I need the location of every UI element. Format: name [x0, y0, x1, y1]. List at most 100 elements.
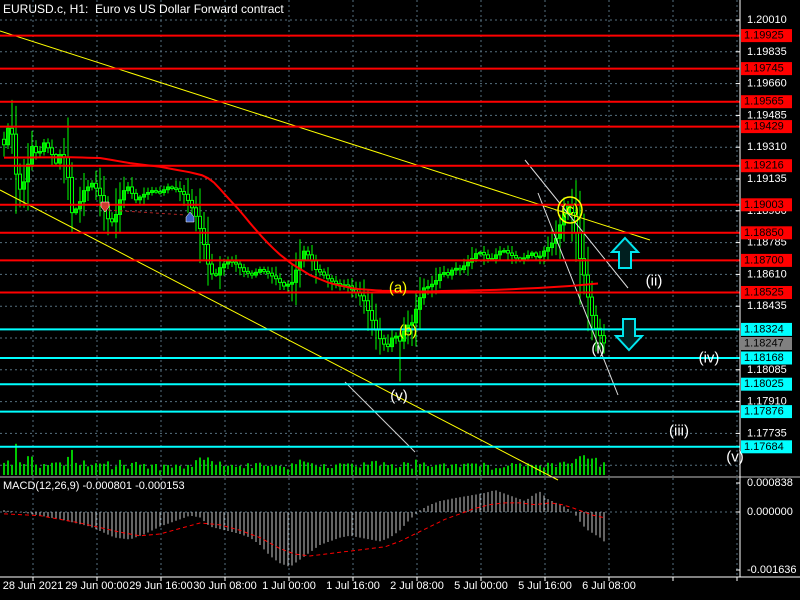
white-line-c[interactable]	[344, 381, 416, 453]
candle	[306, 250, 310, 256]
elliott-wave-label[interactable]: (b)	[399, 323, 417, 340]
candle	[542, 250, 546, 257]
candle	[286, 283, 290, 287]
candle	[170, 186, 174, 189]
candle	[166, 186, 170, 191]
candle	[370, 310, 374, 321]
candle	[30, 146, 34, 165]
support-price-tag: 1.18324	[744, 323, 784, 335]
candle	[182, 191, 186, 195]
candle	[322, 271, 326, 276]
candle	[330, 278, 334, 282]
candle	[42, 142, 46, 152]
candle	[262, 269, 266, 272]
candle	[406, 324, 410, 332]
candle	[50, 147, 54, 156]
candle	[178, 188, 182, 193]
candle	[250, 272, 254, 276]
candle	[282, 281, 286, 287]
wave-c-circle[interactable]	[557, 196, 583, 224]
white-line-a[interactable]	[524, 159, 629, 289]
elliott-wave-label[interactable]: (c)	[561, 202, 579, 219]
candle	[454, 267, 458, 271]
moving-average-line	[3, 156, 599, 293]
bearish-arrow-annotation[interactable]	[613, 318, 645, 352]
candle	[238, 263, 242, 269]
candle	[426, 286, 430, 289]
elliott-wave-label[interactable]: (a)	[389, 280, 407, 297]
candle	[82, 190, 86, 203]
trade-connector-line	[107, 209, 187, 216]
candle	[486, 254, 490, 260]
candle	[74, 208, 78, 214]
candle	[266, 270, 270, 274]
candle	[202, 228, 206, 245]
white-line-b[interactable]	[537, 192, 619, 396]
candle	[214, 273, 218, 276]
support-price-tag-bg	[741, 440, 792, 454]
resistance-price-tag: 1.19003	[744, 199, 784, 211]
candle	[302, 250, 306, 261]
price-axis-label: 1.19310	[747, 141, 787, 153]
candle	[90, 182, 94, 188]
candle	[258, 269, 262, 273]
candle	[462, 265, 466, 271]
resistance-price-tag-bg	[741, 253, 792, 267]
candle	[314, 260, 318, 271]
price-axis-label: 1.19135	[747, 173, 787, 185]
elliott-wave-label[interactable]: (ii)	[646, 273, 663, 290]
candle	[218, 267, 222, 276]
time-axis-label: 29 Jun 16:00	[129, 580, 193, 592]
candle	[46, 142, 50, 149]
candle	[510, 252, 514, 256]
candle	[14, 133, 18, 175]
macd-axis-label: 0.000838	[747, 477, 793, 489]
candle	[290, 281, 294, 285]
candle	[114, 213, 118, 223]
bullish-arrow-annotation[interactable]	[609, 236, 641, 269]
candle	[538, 255, 542, 259]
elliott-wave-label[interactable]: (v)	[390, 388, 408, 405]
time-axis-label: 2 Jul 08:00	[390, 580, 444, 592]
candle	[98, 187, 102, 197]
time-axis-label: 30 Jun 08:00	[193, 580, 257, 592]
macd-axis-label: 0.000000	[747, 506, 793, 518]
channel-lower-yellow[interactable]	[0, 189, 559, 481]
candle	[394, 335, 398, 339]
candle	[122, 190, 126, 201]
elliott-wave-label[interactable]: (iii)	[669, 423, 689, 440]
candle	[382, 338, 386, 345]
candle	[110, 218, 114, 223]
candle	[222, 263, 226, 269]
elliott-wave-label[interactable]: (i)	[591, 341, 604, 358]
candle	[270, 272, 274, 277]
candle	[138, 196, 142, 201]
candle	[586, 274, 590, 298]
candle	[18, 173, 22, 190]
candle	[246, 270, 250, 274]
elliott-wave-label[interactable]: (iv)	[699, 350, 720, 367]
candle	[418, 297, 422, 310]
candle	[578, 232, 582, 260]
candle	[498, 250, 502, 256]
macd-indicator-label: MACD(12,26,9) -0.000801 -0.000153	[3, 480, 185, 492]
price-axis-label: 1.18435	[747, 300, 787, 312]
candle	[534, 252, 538, 258]
candle	[34, 146, 38, 154]
resistance-price-tag-bg	[741, 286, 792, 299]
resistance-price-tag-bg	[741, 95, 792, 109]
candle	[334, 280, 338, 285]
price-axis-label: 1.19660	[747, 78, 787, 90]
sell-arrow-marker[interactable]	[100, 201, 110, 213]
time-axis-label: 5 Jul 16:00	[518, 580, 572, 592]
resistance-price-tag: 1.18700	[744, 254, 784, 266]
buy-arrow-marker[interactable]	[185, 211, 195, 223]
candle	[362, 295, 366, 302]
candle	[494, 254, 498, 260]
candle	[134, 192, 138, 201]
elliott-wave-label[interactable]: (v)	[726, 449, 744, 466]
candle	[158, 191, 162, 194]
candle	[506, 250, 510, 254]
support-price-tag: 1.17876	[744, 406, 784, 418]
